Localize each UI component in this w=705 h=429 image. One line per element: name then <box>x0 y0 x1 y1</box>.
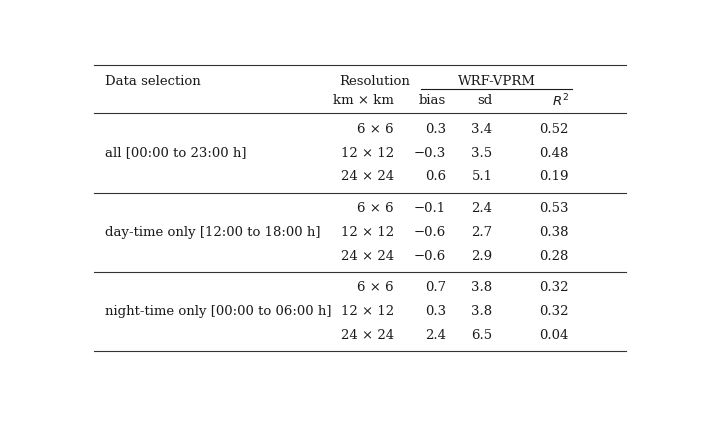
Text: 6 × 6: 6 × 6 <box>357 202 394 215</box>
Text: −0.1: −0.1 <box>414 202 446 215</box>
Text: 0.6: 0.6 <box>425 170 446 183</box>
Text: 12 × 12: 12 × 12 <box>341 147 394 160</box>
Text: sd: sd <box>477 94 492 107</box>
Text: 5.1: 5.1 <box>472 170 492 183</box>
Text: 24 × 24: 24 × 24 <box>341 170 394 183</box>
Text: Data selection: Data selection <box>104 76 200 88</box>
Text: 24 × 24: 24 × 24 <box>341 250 394 263</box>
Text: 0.04: 0.04 <box>539 329 569 342</box>
Text: 0.48: 0.48 <box>539 147 569 160</box>
Text: WRF-VPRM: WRF-VPRM <box>458 76 536 88</box>
Text: 3.5: 3.5 <box>472 147 492 160</box>
Text: 0.3: 0.3 <box>425 123 446 136</box>
Text: 2.4: 2.4 <box>425 329 446 342</box>
Text: all [00:00 to 23:00 h]: all [00:00 to 23:00 h] <box>104 147 246 160</box>
Text: 0.7: 0.7 <box>425 281 446 294</box>
Text: 6 × 6: 6 × 6 <box>357 281 394 294</box>
Text: 0.32: 0.32 <box>539 305 569 318</box>
Text: 3.4: 3.4 <box>472 123 492 136</box>
Text: km × km: km × km <box>333 94 394 107</box>
Text: 12 × 12: 12 × 12 <box>341 305 394 318</box>
Text: bias: bias <box>419 94 446 107</box>
Text: 6 × 6: 6 × 6 <box>357 123 394 136</box>
Text: 0.52: 0.52 <box>539 123 569 136</box>
Text: 0.28: 0.28 <box>539 250 569 263</box>
Text: −0.6: −0.6 <box>414 226 446 239</box>
Text: night-time only [00:00 to 06:00 h]: night-time only [00:00 to 06:00 h] <box>104 305 331 318</box>
Text: 2.4: 2.4 <box>472 202 492 215</box>
Text: 24 × 24: 24 × 24 <box>341 329 394 342</box>
Text: 0.53: 0.53 <box>539 202 569 215</box>
Text: 0.3: 0.3 <box>425 305 446 318</box>
Text: 2.9: 2.9 <box>472 250 492 263</box>
Text: 12 × 12: 12 × 12 <box>341 226 394 239</box>
Text: day-time only [12:00 to 18:00 h]: day-time only [12:00 to 18:00 h] <box>104 226 320 239</box>
Text: 0.32: 0.32 <box>539 281 569 294</box>
Text: 3.8: 3.8 <box>472 305 492 318</box>
Text: −0.6: −0.6 <box>414 250 446 263</box>
Text: 6.5: 6.5 <box>472 329 492 342</box>
Text: Resolution: Resolution <box>340 76 410 88</box>
Text: $\mathit{R}^2$: $\mathit{R}^2$ <box>552 93 569 109</box>
Text: 3.8: 3.8 <box>472 281 492 294</box>
Text: 0.19: 0.19 <box>539 170 569 183</box>
Text: 0.38: 0.38 <box>539 226 569 239</box>
Text: 2.7: 2.7 <box>472 226 492 239</box>
Text: −0.3: −0.3 <box>414 147 446 160</box>
